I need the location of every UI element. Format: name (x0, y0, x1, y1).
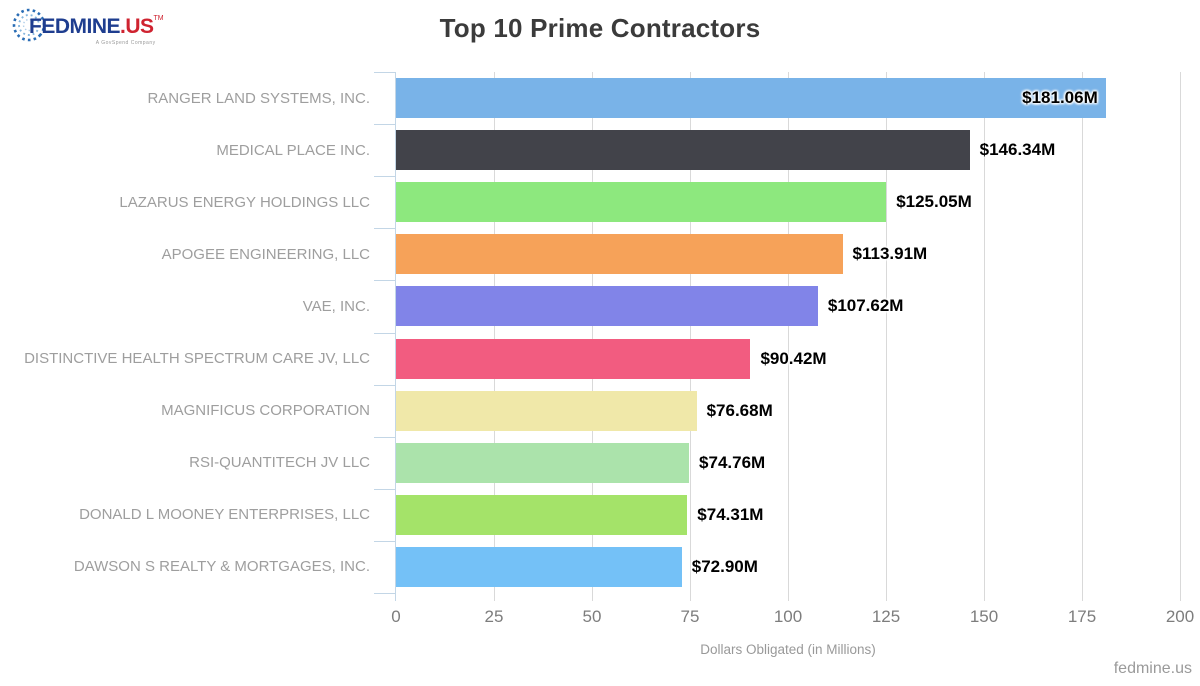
x-gridline (592, 72, 593, 601)
bar-9[interactable] (396, 494, 688, 535)
y-axis (374, 72, 396, 601)
x-axis-labels: 0 25 50 75 100 125 150 175 200 (391, 607, 1194, 629)
bar-track: $146.34M (396, 124, 1180, 176)
x-tick-label: 25 (484, 607, 504, 626)
value-label: $90.42M (760, 348, 827, 368)
bar-track: $107.62M (396, 280, 1180, 332)
category-label: APOGEE ENGINEERING, LLC (161, 245, 370, 263)
y-axis-tick (374, 488, 396, 490)
category-label: VAE, INC. (302, 297, 370, 315)
category-label: DAWSON S REALTY & MORTGAGES, INC. (73, 558, 370, 576)
x-axis-title: Dollars Obligated (in Millions) (700, 642, 876, 657)
bar-3[interactable] (396, 182, 887, 223)
logo-brand-suffix: .US (120, 15, 154, 38)
y-axis-tick (374, 593, 396, 594)
bar-track: $76.68M (396, 385, 1180, 437)
x-tick-label: 0 (391, 607, 401, 626)
logo-wordmark: FEDMINE.USTM A GovSpend Company (29, 15, 164, 46)
category-label: LAZARUS ENERGY HOLDINGS LLC (119, 193, 370, 211)
x-tick-label: 125 (871, 607, 901, 626)
x-tick-label: 175 (1067, 607, 1097, 626)
y-axis-tick (374, 72, 396, 73)
category-label: MAGNIFICUS CORPORATION (161, 402, 370, 420)
value-label: $113.91M (852, 244, 928, 264)
fedmine-logo-icon (12, 8, 46, 42)
x-tick-label: 50 (582, 607, 602, 626)
value-label: $74.31M (697, 504, 764, 524)
gridlines-layer (396, 72, 1181, 601)
bar-track: $74.31M (396, 489, 1180, 541)
category-label: RSI-QUANTITECH JV LLC (189, 454, 370, 472)
category-label: MEDICAL PLACE INC. (216, 141, 370, 159)
bar-track: $181.06M (396, 72, 1180, 124)
x-tick-label: 200 (1165, 607, 1195, 626)
bar-1[interactable]: $181.06M (396, 78, 1106, 119)
category-label: DISTINCTIVE HEALTH SPECTRUM CARE JV, LLC (24, 350, 370, 368)
bar-track: $72.90M (396, 541, 1180, 593)
logo-tagline: A GovSpend Company (95, 40, 156, 46)
x-gridline (788, 72, 789, 601)
x-gridline (494, 72, 495, 601)
y-axis-tick (374, 280, 396, 282)
bar-5[interactable] (396, 286, 818, 327)
y-axis-tick (374, 176, 396, 178)
chart-title: Top 10 Prime Contractors (439, 13, 761, 43)
x-tick-label: 150 (969, 607, 999, 626)
x-gridline (690, 72, 691, 601)
x-gridline (1082, 72, 1083, 601)
bar-10[interactable] (396, 546, 682, 587)
chart-row: RSI-QUANTITECH JV LLC $74.76M (0, 437, 1180, 489)
y-axis-tick (374, 332, 396, 334)
chart-rows: RANGER LAND SYSTEMS, INC. $181.06M MEDICAL… (0, 72, 1180, 593)
y-axis-tick (374, 436, 396, 438)
value-label: $74.76M (699, 452, 766, 472)
trademark-symbol: TM (153, 15, 164, 22)
bar-6[interactable] (396, 338, 751, 379)
fedmine-logo: FEDMINE.USTM A GovSpend Company (12, 3, 164, 47)
value-label: $146.34M (979, 140, 1056, 160)
value-label: $107.62M (827, 296, 904, 316)
category-label: RANGER LAND SYSTEMS, INC. (147, 89, 370, 107)
x-gridline (984, 72, 985, 601)
watermark: fedmine.us (1113, 660, 1192, 677)
x-gridline (886, 72, 887, 601)
y-axis-tick (374, 124, 396, 126)
chart-row: APOGEE ENGINEERING, LLC $113.91M (0, 228, 1180, 280)
value-label: $72.90M (691, 556, 758, 576)
chart-row: DAWSON S REALTY & MORTGAGES, INC. $72.90M (0, 541, 1180, 593)
bar-track: $90.42M (396, 332, 1180, 384)
bar-7[interactable] (396, 390, 697, 431)
chart-row: RANGER LAND SYSTEMS, INC. $181.06M (0, 72, 1180, 124)
bar-4[interactable] (396, 234, 843, 275)
y-axis-tick (374, 384, 396, 386)
y-axis-line (395, 72, 396, 601)
bar-8[interactable] (396, 442, 690, 483)
value-label: $125.05M (896, 192, 972, 212)
bar-track: $74.76M (396, 437, 1180, 489)
y-axis-tick (374, 228, 396, 230)
y-axis-tick (374, 540, 396, 542)
chart-row: DISTINCTIVE HEALTH SPECTRUM CARE JV, LLC… (0, 332, 1180, 384)
chart-row: MAGNIFICUS CORPORATION $76.68M (0, 385, 1180, 437)
x-gridline (1180, 72, 1181, 601)
bar-2[interactable] (396, 130, 970, 171)
bar-track: $125.05M (396, 176, 1180, 228)
value-label: $181.06M (1022, 88, 1098, 108)
chart-row: LAZARUS ENERGY HOLDINGS LLC $125.05M (0, 176, 1180, 228)
category-label: DONALD L MOONEY ENTERPRISES, LLC (79, 506, 370, 524)
value-label: $76.68M (706, 400, 773, 420)
bar-track: $113.91M (396, 228, 1180, 280)
chart-row: MEDICAL PLACE INC. $146.34M (0, 124, 1180, 176)
logo-brand-primary: FEDMINE (29, 15, 121, 38)
chart-row: DONALD L MOONEY ENTERPRISES, LLC $74.31M (0, 489, 1180, 541)
chart-row: VAE, INC. $107.62M (0, 280, 1180, 332)
x-tick-label: 100 (773, 607, 803, 626)
x-tick-label: 75 (680, 607, 700, 626)
